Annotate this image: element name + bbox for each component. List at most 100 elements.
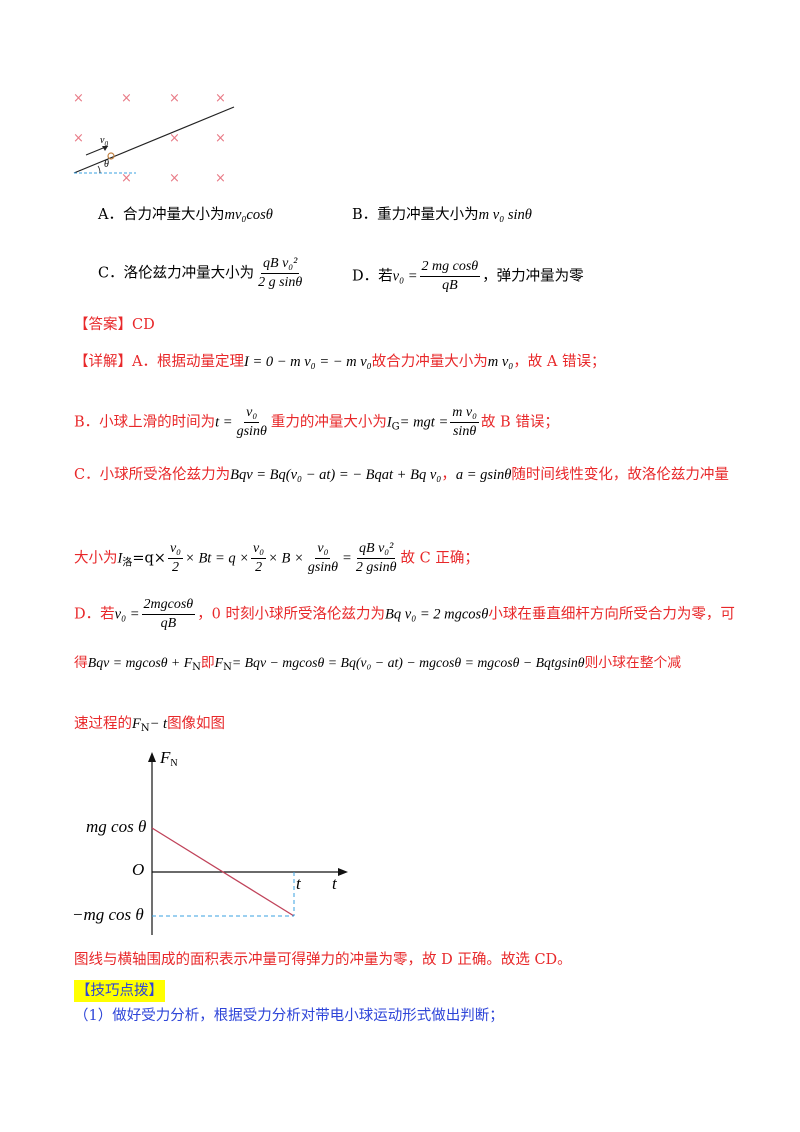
- conclusion: 图线与横轴围成的面积表示冲量可得弹力的冲量为零，故 D 正确。故选 CD。: [74, 952, 572, 968]
- origin-label: O: [132, 860, 145, 879]
- detail-d3: 速过程的FN− t图像如图: [74, 714, 225, 739]
- slanted-rod: [73, 106, 235, 174]
- detail-b-mid: 重力的冲量大小为: [270, 414, 387, 431]
- detail-b-math2: = mgt =: [399, 414, 449, 431]
- fraction-numerator: v₀: [167, 540, 184, 559]
- detail-d2-mid: 即: [200, 655, 215, 671]
- detail-d2-math: Bqv = mgcosθ + F: [87, 655, 193, 670]
- option-d: D．若v₀ = 2 mg cosθ qB ，弹力冲量为零: [352, 258, 584, 295]
- fn-line: [151, 827, 295, 917]
- detail-c-prefix: C．小球所受洛伦兹力为: [74, 467, 231, 483]
- tip-item-1: （1）做好受力分析，根据受力分析对带电小球运动形式做出判断；: [74, 1008, 504, 1024]
- field-mark: ×: [121, 91, 132, 106]
- fraction-denominator: 2 gsinθ: [355, 560, 397, 575]
- detail-c-sep: ，: [441, 467, 456, 483]
- field-mark: ×: [169, 91, 180, 106]
- detail-d3-math2: − t: [149, 716, 168, 732]
- detail-d-prefix: D．若: [74, 606, 115, 623]
- detail-prefix: 【详解】A．根据动量定理: [74, 354, 244, 370]
- option-b: B．重力冲量大小为m v₀ sinθ: [352, 205, 532, 225]
- field-mark: ×: [73, 91, 84, 106]
- fraction-numerator: 2 mg cosθ: [419, 258, 481, 277]
- field-mark: ×: [215, 91, 226, 106]
- option-d-fraction: 2 mg cosθ qB: [419, 258, 481, 295]
- detail-d2-math2: F: [214, 655, 224, 670]
- fraction-numerator: v₀: [251, 540, 267, 559]
- answer-label: 【答案】CD: [74, 317, 155, 333]
- detail-d-math: Bq v₀ = 2 mgcosθ: [385, 606, 489, 623]
- detail-b-fraction2: m v₀ sinθ: [450, 404, 479, 441]
- fraction-numerator: v₀: [244, 404, 260, 423]
- detail-c2-fraction2: v₀ 2: [251, 540, 267, 577]
- detail-a-tail: ，故 A 错误；: [513, 354, 606, 370]
- tip-label: 【技巧点拨】: [74, 980, 165, 1002]
- x-axis-label: t: [332, 874, 337, 893]
- t-mark-label: t: [296, 874, 301, 893]
- detail-c2-sub: 洛: [122, 557, 133, 569]
- detail-d2: 得Bqv = mgcosθ + FN即FN= Bqv − mgcosθ = Bq…: [74, 653, 681, 678]
- detail-c2-fraction4: qB v₀² 2 gsinθ: [354, 540, 399, 577]
- ball: [107, 152, 115, 160]
- x-axis-arrow: [338, 868, 348, 876]
- y-axis-arrow: [148, 752, 156, 762]
- angle-arc: [97, 165, 101, 174]
- option-a: A．合力冲量大小为mv₀cosθ: [98, 205, 273, 225]
- detail-d: D．若v₀ = 2mgcosθ qB ，0 时刻小球所受洛伦兹力为Bq v₀ = 2 …: [74, 596, 735, 633]
- fraction-denominator: qB: [160, 616, 177, 631]
- tip-header: 【技巧点拨】: [74, 980, 165, 1002]
- detail-b: B．小球上滑的时间为t = v₀ gsinθ 重力的冲量大小为IG= mgt = m v…: [74, 404, 559, 441]
- detail-c2-fraction3: v₀ gsinθ: [306, 540, 340, 577]
- option-a-label: A．合力冲量大小为: [98, 207, 225, 223]
- option-b-math: m v₀ sinθ: [478, 207, 532, 223]
- detail-d-fraction: 2mgcosθ qB: [141, 596, 196, 633]
- detail-b-prefix: B．小球上滑的时间为: [74, 414, 216, 431]
- option-d-label: D．若: [352, 268, 393, 285]
- graph-svg: [148, 752, 348, 935]
- detail-d2-prefix: 得: [74, 655, 88, 671]
- velocity-label: v0: [100, 135, 108, 148]
- detail-c2-fraction1: v₀ 2: [167, 540, 184, 577]
- detail-c2-eq3: × B ×: [268, 550, 304, 567]
- option-d-tail: ，弹力冲量为零: [482, 268, 584, 285]
- detail-d2-sub: N: [192, 662, 201, 673]
- field-mark: ×: [169, 131, 180, 146]
- fraction-denominator: 2: [171, 560, 179, 575]
- detail-c-math: Bqv = Bq(v₀ − at) = − Bqat + Bq v₀: [230, 467, 442, 483]
- detail-b-math: I: [386, 414, 392, 431]
- detail-d-tail: 小球在垂直细杆方向所受合力为零，可: [488, 606, 735, 623]
- field-mark: ×: [215, 171, 226, 186]
- option-c: C．洛伦兹力冲量大小为 qB v₀² 2 g sinθ: [98, 255, 306, 292]
- detail-d-v: v₀ =: [114, 606, 140, 623]
- detail-a-math: I = 0 − m v₀ = − m v₀: [243, 354, 372, 370]
- option-c-fraction: qB v₀² 2 g sinθ: [256, 255, 304, 292]
- top-value-label: mg cos θ: [86, 817, 147, 836]
- detail-c2-tail: 故 C 正确；: [400, 550, 479, 567]
- y-axis-label: FN: [160, 748, 178, 769]
- bottom-value-label: −mg cos θ: [72, 905, 144, 924]
- fraction-numerator: qB v₀²: [357, 540, 396, 559]
- incline-diagram: [73, 106, 235, 174]
- detail-d3-tail: 图像如图: [167, 716, 226, 732]
- angle-label: θ: [104, 159, 109, 170]
- field-mark: ×: [215, 131, 226, 146]
- arrow-head: [102, 146, 108, 151]
- fraction-denominator: qB: [442, 278, 458, 293]
- detail-b-t: t =: [215, 414, 233, 431]
- fraction-denominator: gsinθ: [236, 424, 267, 439]
- fraction-numerator: 2mgcosθ: [141, 596, 196, 615]
- detail-b-fraction: v₀ gsinθ: [235, 404, 269, 441]
- detail-c2-eq4: =: [342, 550, 352, 567]
- field-mark: ×: [121, 171, 132, 186]
- fn-t-graph: FN t t O mg cos θ −mg cos θ: [70, 740, 360, 940]
- option-d-math: v₀ =: [392, 268, 418, 285]
- fraction-denominator: sinθ: [452, 424, 477, 439]
- option-a-math: mv₀cosθ: [224, 207, 273, 223]
- detail-c-tail: 随时间线性变化，故洛伦兹力冲量: [511, 467, 729, 483]
- detail-b-tail: 故 B 错误；: [480, 414, 559, 431]
- detail-d3-math: F: [132, 716, 141, 732]
- detail-d2-sub2: N: [223, 662, 232, 673]
- detail-c2-eq1: =q×: [132, 550, 166, 567]
- answer-line: 【答案】CD: [74, 315, 155, 335]
- detail-c: C．小球所受洛伦兹力为Bqv = Bq(v₀ − at) = − Bqat + …: [74, 465, 729, 485]
- detail-d-mid: ，0 时刻小球所受洛伦兹力为: [197, 606, 386, 623]
